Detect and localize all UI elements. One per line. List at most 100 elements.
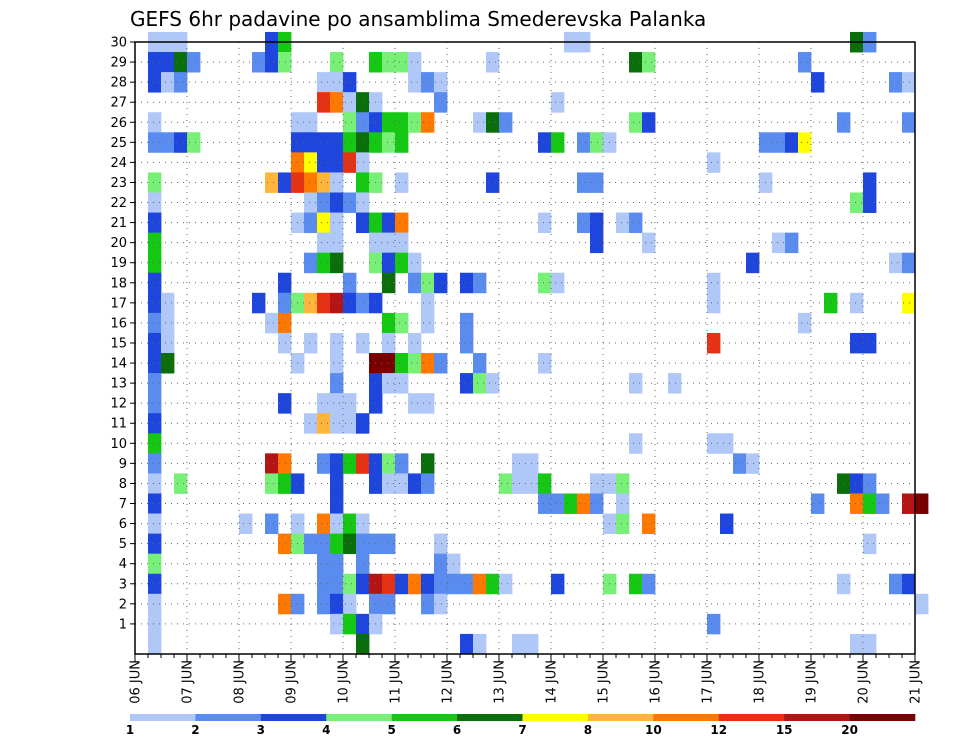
heatmap-cell [668, 373, 682, 394]
heatmap-cell [187, 132, 201, 153]
heatmap-cell [551, 272, 565, 294]
heatmap-cell [395, 112, 409, 133]
heatmap-cell [395, 212, 409, 234]
heatmap-cell [252, 292, 266, 314]
y-tick-label: 14 [110, 357, 127, 372]
heatmap-cell [486, 373, 500, 394]
heatmap-cell [148, 373, 162, 394]
colorbar-label: 12 [710, 723, 727, 737]
heatmap-cell [421, 393, 435, 414]
colorbar-label: 2 [191, 723, 199, 737]
y-tick-label: 2 [119, 597, 127, 612]
colorbar-swatch [653, 714, 720, 721]
heatmap-cell [330, 152, 344, 173]
heatmap-cell [148, 232, 162, 254]
heatmap-cell [356, 292, 370, 314]
colorbar-label: 4 [322, 723, 330, 737]
x-tick-label: 14 JUN [545, 660, 560, 704]
heatmap-cell [395, 172, 409, 193]
heatmap-cell [577, 212, 591, 234]
heatmap-cell [382, 252, 396, 274]
heatmap-cell [343, 292, 357, 314]
colorbar-swatch [522, 714, 589, 721]
heatmap-cell [889, 252, 903, 274]
y-tick-label: 15 [110, 336, 127, 351]
heatmap-cell [473, 353, 487, 374]
heatmap-cell [148, 593, 162, 615]
heatmap-cell [148, 613, 162, 635]
heatmap-cell [642, 232, 656, 254]
colorbar-swatch [130, 714, 196, 721]
heatmap-cell [408, 52, 422, 73]
heatmap-cell [356, 453, 370, 474]
heatmap-cell [330, 373, 344, 394]
heatmap-cell [343, 152, 357, 173]
heatmap-cell [317, 513, 331, 535]
heatmap-cell [148, 292, 162, 314]
heatmap-cell [330, 252, 344, 274]
colorbar-label: 7 [518, 723, 526, 737]
heatmap-cell [265, 312, 279, 334]
heatmap-cell [148, 493, 162, 514]
heatmap-cell [343, 513, 357, 535]
heatmap-cell [330, 172, 344, 193]
heatmap-cell [642, 573, 656, 595]
heatmap-cell [460, 633, 474, 655]
heatmap-cell [148, 192, 162, 213]
x-tick-label: 11 JUN [389, 660, 404, 704]
heatmap-cell [356, 112, 370, 133]
heatmap-cell [889, 573, 903, 595]
heatmap-cell [330, 553, 344, 575]
heatmap-cell [330, 72, 344, 93]
heatmap-cell [343, 453, 357, 474]
y-tick-label: 17 [110, 296, 127, 311]
heatmap-cell [265, 473, 279, 494]
heatmap-cell [395, 353, 409, 374]
heatmap-cell [148, 52, 162, 73]
heatmap-cell [408, 252, 422, 274]
heatmap-cell [811, 72, 825, 93]
heatmap-cell [317, 212, 331, 234]
heatmap-cell [148, 413, 162, 434]
heatmap-cell [421, 272, 435, 294]
heatmap-cell [395, 312, 409, 334]
heatmap-cell [434, 353, 448, 374]
x-tick-label: 15 JUN [597, 660, 612, 704]
heatmap-cell [317, 292, 331, 314]
heatmap-cell [746, 252, 760, 274]
colorbar-swatch [718, 714, 785, 721]
heatmap-cell [421, 473, 435, 494]
heatmap-cell [304, 212, 318, 234]
heatmap-cell [473, 373, 487, 394]
y-tick-label: 10 [110, 437, 127, 452]
heatmap-cell [551, 132, 565, 153]
y-tick-label: 25 [110, 136, 127, 151]
heatmap-cell [421, 312, 435, 334]
y-tick-label: 5 [119, 537, 127, 552]
x-tick-label: 10 JUN [337, 660, 352, 704]
heatmap-cell [551, 493, 565, 514]
heatmap-cell [317, 393, 331, 414]
heatmap-cell [304, 413, 318, 434]
x-tick-label: 08 JUN [233, 660, 248, 704]
heatmap-cell [330, 232, 344, 254]
heatmap-cell [772, 232, 786, 254]
heatmap-cell [577, 132, 591, 153]
heatmap-cell [304, 112, 318, 133]
heatmap-cell [889, 72, 903, 93]
colorbar-swatch [391, 714, 458, 721]
heatmap-cell [486, 52, 500, 73]
heatmap-cell [278, 272, 292, 294]
colorbar-swatch [260, 714, 327, 721]
y-axis-ticks: 1234567891011121314151617181920212223242… [110, 36, 135, 632]
heatmap-cell [265, 513, 279, 535]
heatmap-cell [642, 112, 656, 133]
colorbar-label: 1 [126, 723, 134, 737]
heatmap-cell [616, 493, 630, 514]
heatmap-cell [278, 393, 292, 414]
heatmap-cell [356, 553, 370, 575]
heatmap-cell [629, 52, 643, 73]
heatmap-cell [408, 573, 422, 595]
heatmap-cell [304, 192, 318, 213]
